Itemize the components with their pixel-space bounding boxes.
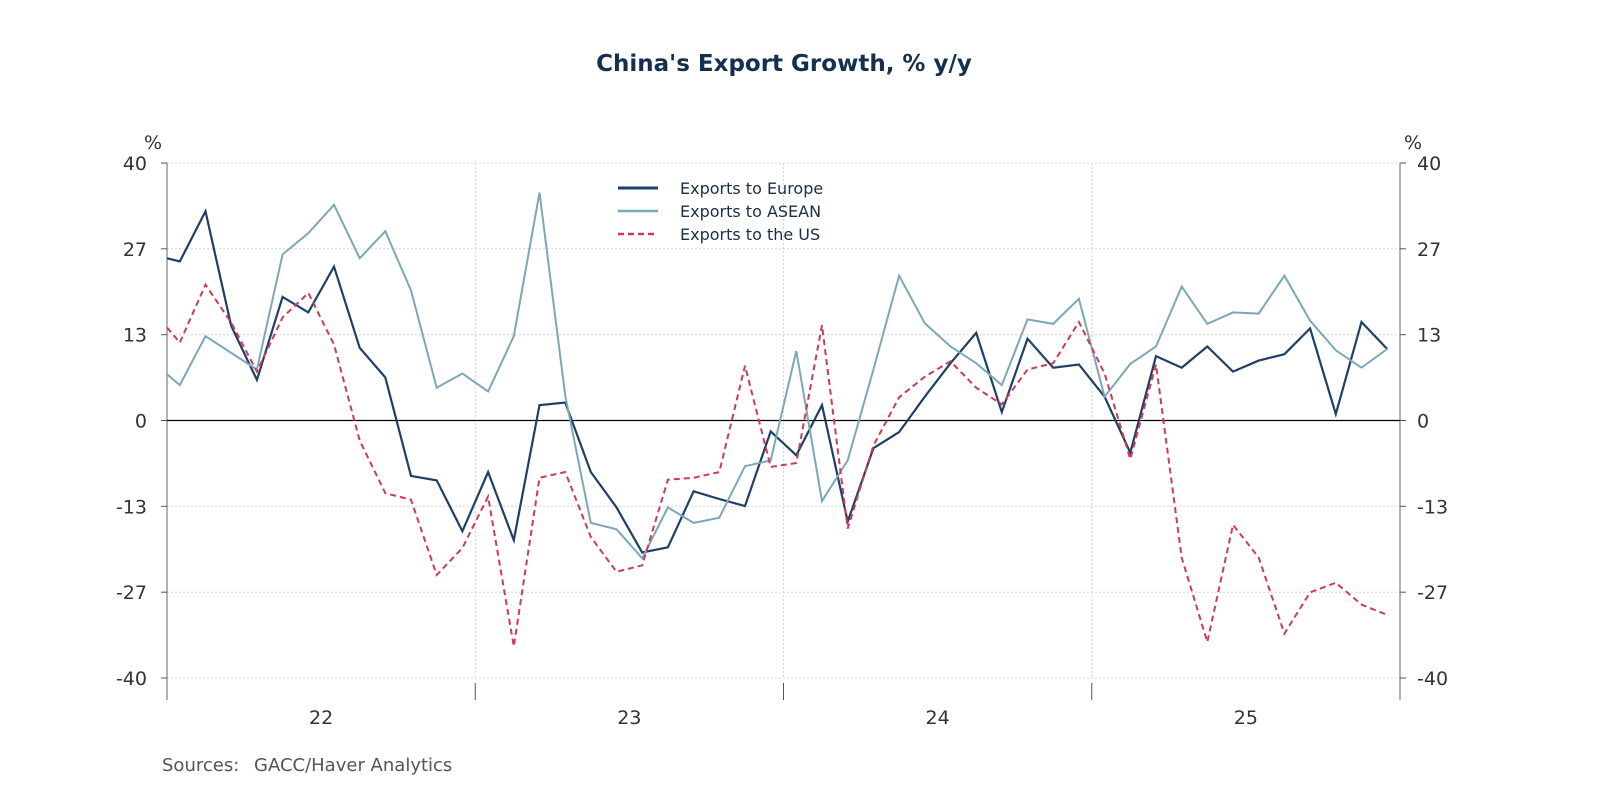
left-tick-label: -13: [116, 496, 147, 518]
year-label: 22: [309, 707, 333, 729]
left-unit-label: %: [144, 132, 162, 154]
right-tick-label: -13: [1417, 496, 1448, 518]
left-tick-label: -40: [116, 668, 147, 690]
right-tick-label: 13: [1417, 325, 1441, 347]
right-tick-label: 0: [1417, 411, 1429, 433]
axes: 40 40 27 27 13 13 0 0 -13 -13 -27 -27 -40 -40 22 23 24 25: [116, 153, 1448, 729]
source-label: Sources:: [162, 755, 239, 776]
left-tick-label: 0: [135, 411, 147, 433]
legend-label: Exports to Europe: [680, 179, 823, 198]
legend-label: Exports to the US: [680, 225, 820, 244]
year-label: 23: [617, 707, 641, 729]
year-label: 24: [926, 707, 950, 729]
right-tick-label: 27: [1417, 239, 1441, 261]
series-lines: [167, 192, 1388, 647]
series-line-exports-to-asean: [167, 192, 1388, 561]
source-text: GACC/Haver Analytics: [254, 755, 452, 776]
chart-title: China's Export Growth, % y/y: [596, 51, 972, 77]
left-tick-label: 13: [123, 325, 147, 347]
legend-label: Exports to ASEAN: [680, 202, 821, 221]
left-tick-label: -27: [116, 582, 147, 604]
series-line-exports-to-europe: [167, 208, 1388, 554]
right-tick-label: 40: [1417, 153, 1441, 175]
right-unit-label: %: [1404, 132, 1422, 154]
series-line-exports-to-the-us: [167, 282, 1388, 647]
left-tick-label: 40: [123, 153, 147, 175]
legend: Exports to Europe Exports to ASEAN Exports…: [618, 179, 823, 244]
right-tick-label: -40: [1417, 668, 1448, 690]
right-tick-label: -27: [1417, 582, 1448, 604]
year-label: 25: [1234, 707, 1258, 729]
left-tick-label: 27: [123, 239, 147, 261]
